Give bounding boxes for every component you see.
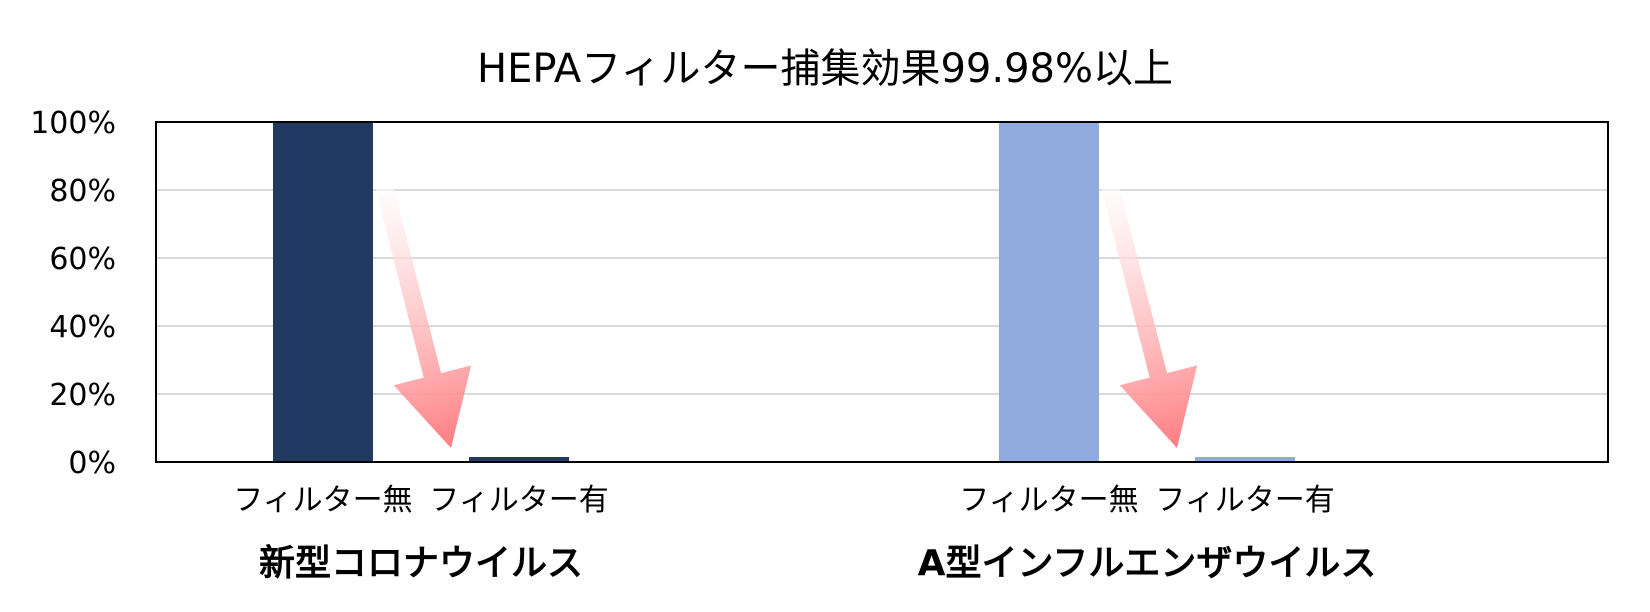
bar xyxy=(272,122,373,462)
category-label: フィルター有 xyxy=(429,483,608,518)
grid-lines xyxy=(156,189,1608,395)
down-arrow-icon xyxy=(1100,179,1198,449)
group-label: 新型コロナウイルス xyxy=(259,543,583,584)
category-label: フィルター無 xyxy=(959,483,1138,518)
down-arrow-icon xyxy=(374,179,472,449)
y-tick-label: 60% xyxy=(49,242,116,277)
group-label: A型インフルエンザウイルス xyxy=(918,543,1377,584)
category-label: フィルター有 xyxy=(1155,483,1334,518)
bar xyxy=(998,122,1099,462)
category-label: フィルター無 xyxy=(233,483,412,518)
bar xyxy=(1195,457,1295,462)
y-axis-ticks: 0% 20% 40% 60% 80% 100% xyxy=(30,106,116,481)
y-tick-label: 20% xyxy=(49,378,116,413)
y-tick-label: 0% xyxy=(68,446,116,481)
y-tick-label: 80% xyxy=(49,174,116,209)
arrows xyxy=(374,179,1198,449)
bar xyxy=(469,457,569,462)
y-tick-label: 100% xyxy=(30,106,116,141)
plot-area-frame xyxy=(155,121,1609,463)
y-tick-label: 40% xyxy=(49,310,116,345)
bars xyxy=(272,122,1295,462)
chart-title: HEPAフィルター捕集効果99.98%以上 xyxy=(477,46,1173,92)
